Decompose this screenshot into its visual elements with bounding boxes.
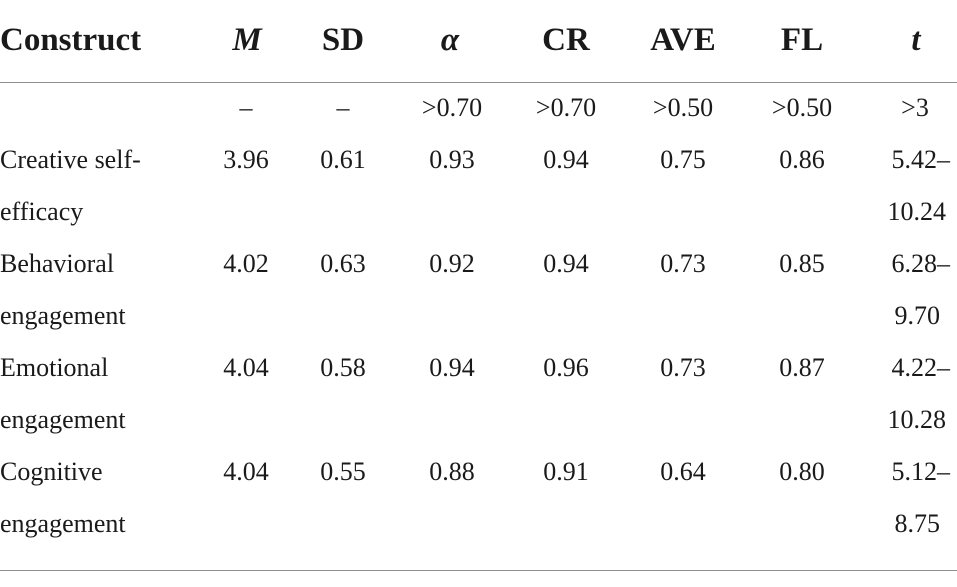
value-cr: 0.96 — [543, 353, 589, 382]
threshold-alpha: >0.70 — [421, 93, 483, 122]
value-fl: 0.80 — [779, 457, 825, 486]
value-fl: 0.87 — [779, 353, 825, 382]
value-fl: 0.86 — [779, 145, 825, 174]
threshold-t: >3 — [901, 93, 929, 122]
threshold-fl: >0.50 — [771, 93, 833, 122]
value-sd: 0.58 — [320, 353, 366, 382]
value-cr: 0.94 — [543, 249, 589, 278]
value-sd: 0.63 — [320, 249, 366, 278]
construct-name-line1: Creative self- — [0, 145, 141, 174]
value-alpha: 0.93 — [429, 145, 475, 174]
value-alpha: 0.94 — [429, 353, 475, 382]
value-cr: 0.91 — [543, 457, 589, 486]
value-t-line2: 9.70 — [894, 301, 941, 330]
header-t: t — [911, 22, 921, 58]
value-ave: 0.64 — [660, 457, 706, 486]
threshold-m: – — [239, 93, 253, 122]
value-m: 4.02 — [223, 249, 269, 278]
header-construct: Construct — [0, 22, 142, 58]
header-ave: AVE — [650, 22, 716, 58]
construct-name-line2: engagement — [0, 509, 126, 538]
value-m: 4.04 — [223, 457, 269, 486]
construct-name-line1: Behavioral — [0, 249, 115, 278]
value-ave: 0.73 — [660, 249, 706, 278]
value-alpha: 0.92 — [429, 249, 475, 278]
threshold-ave: >0.50 — [652, 93, 714, 122]
table-bottom-rule — [0, 570, 957, 571]
header-cr: CR — [542, 22, 590, 58]
value-m: 3.96 — [223, 145, 269, 174]
construct-name-line1: Cognitive — [0, 457, 103, 486]
construct-name-line2: engagement — [0, 301, 126, 330]
threshold-sd: – — [336, 93, 350, 122]
value-t-line2: 10.24 — [887, 197, 947, 226]
construct-name-line1: Emotional — [0, 353, 109, 382]
value-t-line2: 8.75 — [894, 509, 941, 538]
value-t-line2: 10.28 — [887, 405, 947, 434]
value-cr: 0.94 — [543, 145, 589, 174]
table-header-row: Construct M SD α CR AVE FL t — [0, 0, 957, 82]
value-t-line1: 5.12– — [891, 457, 951, 486]
header-alpha: α — [440, 22, 460, 58]
header-divider — [0, 82, 957, 83]
value-alpha: 0.88 — [429, 457, 475, 486]
value-ave: 0.75 — [660, 145, 706, 174]
value-ave: 0.73 — [660, 353, 706, 382]
construct-name-line2: engagement — [0, 405, 126, 434]
threshold-cr: >0.70 — [535, 93, 597, 122]
value-m: 4.04 — [223, 353, 269, 382]
value-sd: 0.55 — [320, 457, 366, 486]
value-fl: 0.85 — [779, 249, 825, 278]
value-t-line1: 5.42– — [891, 145, 951, 174]
value-t-line1: 4.22– — [891, 353, 951, 382]
header-m: M — [232, 22, 262, 58]
value-t-line1: 6.28– — [891, 249, 951, 278]
value-sd: 0.61 — [320, 145, 366, 174]
construct-name-line2: efficacy — [0, 197, 84, 226]
header-fl: FL — [780, 22, 824, 58]
header-sd: SD — [321, 22, 365, 58]
